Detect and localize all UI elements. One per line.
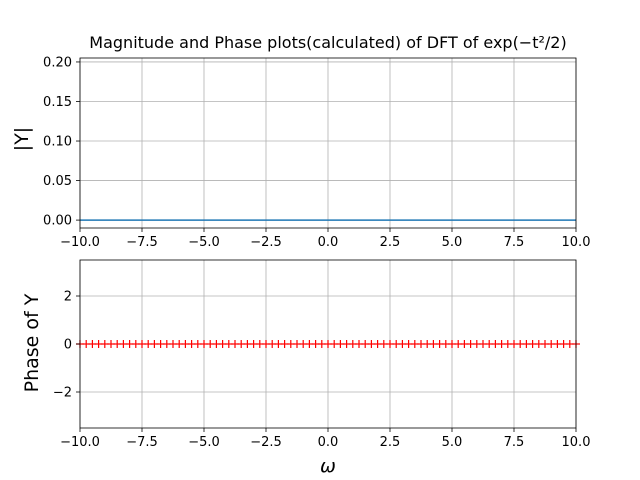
phase-y-tick-label: −2 — [53, 386, 72, 401]
magnitude-y-tick-label: 0.05 — [43, 174, 72, 189]
phase-x-tick-label: −2.5 — [250, 435, 282, 450]
magnitude-x-tick-label: 0.0 — [318, 235, 339, 250]
phase-x-axis-label: ω — [320, 455, 336, 477]
magnitude-x-tick-label: −5.0 — [188, 235, 220, 250]
phase-y-axis-label: Phase of Y — [21, 293, 43, 392]
phase-x-tick-label: −10.0 — [60, 435, 100, 450]
magnitude-x-tick-label: 10.0 — [562, 235, 591, 250]
magnitude-y-tick-label: 0.00 — [43, 214, 72, 229]
magnitude-y-tick-label: 0.20 — [43, 55, 72, 70]
magnitude-x-tick-label: 2.5 — [380, 235, 401, 250]
phase-plot: −10.0 −7.5 −5.0 −2.5 0.0 2.5 5.0 7.5 10.0 −2 0 2 — [53, 259, 591, 450]
phase-x-tick-label: 5.0 — [442, 435, 463, 450]
phase-x-tick-label: 0.0 — [318, 435, 339, 450]
magnitude-y-axis-label: |Y| — [11, 127, 33, 151]
magnitude-plot: −10.0 −7.5 −5.0 −2.5 0.0 2.5 5.0 7.5 10.0 0.00 0.0… — [43, 55, 590, 250]
phase-x-tick-label: 7.5 — [504, 435, 525, 450]
chart-title: Magnitude and Phase plots(calculated) of… — [89, 33, 566, 52]
magnitude-y-tick-label: 0.10 — [43, 135, 72, 150]
magnitude-y-tick-label: 0.15 — [43, 95, 72, 110]
phase-y-tick-label: 0 — [64, 338, 72, 353]
magnitude-x-tick-label: 5.0 — [442, 235, 463, 250]
magnitude-x-tick-label: −2.5 — [250, 235, 282, 250]
phase-x-tick-label: 2.5 — [380, 435, 401, 450]
phase-x-tick-label: −7.5 — [126, 435, 158, 450]
phase-x-tick-label: 10.0 — [562, 435, 591, 450]
phase-y-tick-label: 2 — [64, 290, 72, 305]
magnitude-x-tick-label: 7.5 — [504, 235, 525, 250]
phase-x-tick-label: −5.0 — [188, 435, 220, 450]
magnitude-x-tick-label: −10.0 — [60, 235, 100, 250]
magnitude-x-tick-label: −7.5 — [126, 235, 158, 250]
